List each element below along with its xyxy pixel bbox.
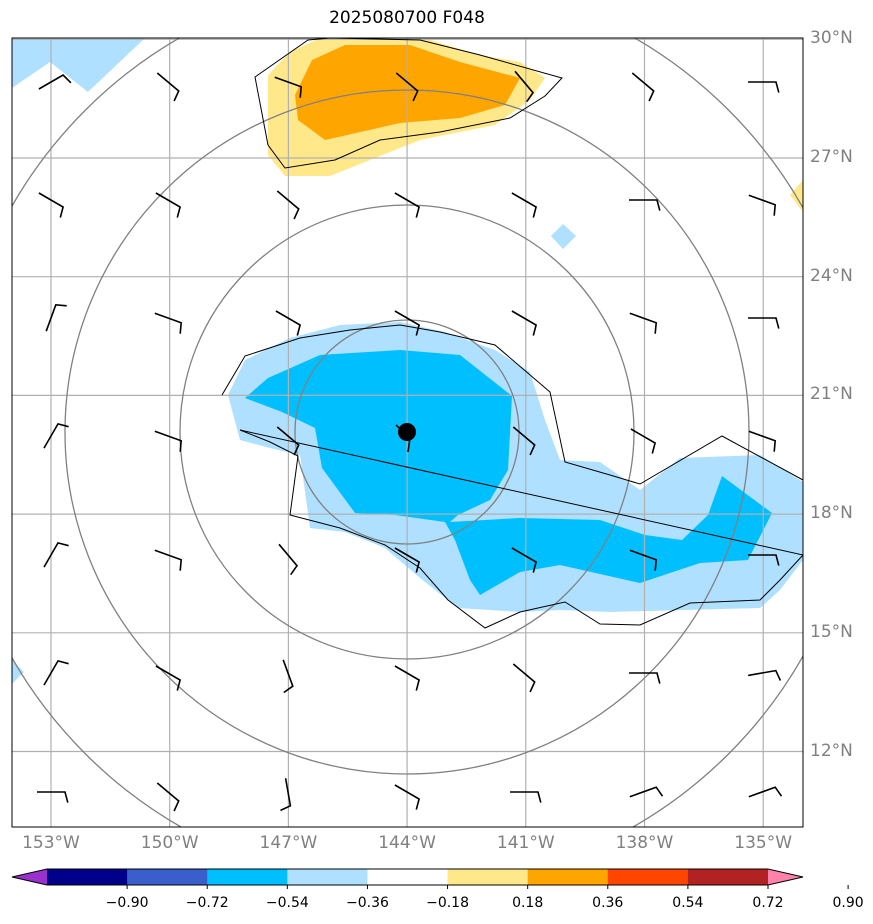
longitude-label: 150°W — [140, 833, 199, 853]
wind-barbs — [37, 70, 783, 812]
colorbar-segment — [207, 869, 288, 885]
wind-barb — [43, 659, 69, 686]
colorbar — [11, 868, 849, 889]
wind-barb — [43, 541, 69, 568]
wind-barb — [156, 782, 180, 812]
longitude-label: 141°W — [496, 833, 555, 853]
wind-barb — [395, 72, 419, 102]
colorbar-extend-min — [12, 869, 47, 885]
wind-barb — [631, 72, 655, 102]
storm-center-marker — [398, 423, 416, 441]
colorbar-tick-label: −0.18 — [426, 895, 469, 911]
wind-barb — [629, 786, 664, 798]
latitude-label: 12°N — [810, 740, 853, 761]
latitude-label: 30°N — [810, 28, 853, 49]
wind-barb — [511, 310, 538, 336]
contour-main — [221, 324, 803, 485]
wind-barb — [629, 549, 658, 571]
wind-barb — [629, 312, 658, 334]
wind-barb — [748, 81, 780, 93]
longitude-label: 135°W — [734, 833, 793, 853]
wind-barb — [394, 784, 421, 810]
shade-deep-blue-main — [245, 350, 772, 595]
colorbar-segment — [47, 869, 128, 885]
wind-barb — [394, 310, 421, 336]
longitude-label: 147°W — [259, 833, 318, 853]
map-frame — [11, 37, 804, 828]
wind-barb — [394, 665, 421, 691]
latitude-label: 21°N — [810, 384, 853, 405]
colorbar-tick-label: 0.18 — [512, 895, 544, 911]
wind-barb — [276, 426, 300, 456]
wind-barb — [748, 554, 780, 566]
wind-barb — [282, 659, 294, 694]
colorbar-tick-label: −0.90 — [105, 895, 149, 911]
wind-barb — [510, 791, 542, 803]
wind-barb — [45, 303, 67, 332]
colorbar-tick-label: 0.36 — [592, 895, 624, 911]
wind-barb — [748, 430, 777, 452]
colorbar-tick-label: −0.36 — [345, 895, 389, 911]
colorbar-tick-label: −0.54 — [265, 895, 309, 911]
colorbar-tick-label: 0.54 — [672, 895, 704, 911]
wind-barb — [155, 192, 182, 218]
colorbar-outline — [11, 868, 804, 886]
colorbar-tick-label: −0.72 — [185, 895, 229, 911]
colorbar-tick-label: 0.90 — [832, 895, 864, 911]
wind-barb — [154, 549, 183, 571]
wind-barb — [511, 192, 538, 218]
wind-barb — [37, 791, 69, 803]
wind-barb — [275, 310, 302, 336]
longitude-label: 153°W — [22, 833, 80, 853]
colorbar-segment — [687, 869, 769, 885]
colorbar-segment — [127, 869, 208, 885]
wind-barb — [394, 547, 421, 573]
wind-barb — [38, 73, 72, 90]
wind-barb — [630, 428, 657, 454]
colorbar-segment — [447, 869, 529, 885]
wind-barb — [512, 426, 536, 456]
lat-lon-grid — [12, 38, 803, 827]
wind-barb — [394, 192, 421, 218]
wind-barb — [629, 672, 661, 684]
shade-light-blue-nw — [12, 38, 145, 92]
shade-light-blue-west-edge — [12, 660, 24, 684]
latitude-label: 15°N — [810, 621, 853, 642]
wind-barb — [278, 543, 299, 576]
wind-barb — [156, 72, 180, 102]
wind-barb — [514, 70, 535, 103]
colorbar-segment — [287, 869, 368, 885]
wind-barb — [629, 199, 661, 211]
wind-barb — [748, 786, 783, 798]
wind-barb — [748, 317, 780, 329]
wind-barb — [748, 669, 782, 681]
shade-light-blue-patch — [551, 224, 576, 249]
wind-barb — [748, 194, 777, 216]
latitude-label: 18°N — [810, 503, 853, 524]
wind-barb — [43, 422, 69, 449]
wind-barb — [280, 778, 292, 812]
colorbar-tick-label: 0.72 — [752, 895, 784, 911]
latitude-label: 27°N — [810, 147, 853, 167]
wind-barb — [511, 547, 538, 573]
wind-barb — [154, 312, 183, 334]
wind-barb — [512, 663, 536, 693]
map-title: 2025080700 F048 — [329, 8, 485, 28]
wind-barb — [276, 190, 300, 220]
colorbar-segment — [367, 869, 449, 885]
longitude-label: 144°W — [378, 833, 436, 853]
wind-barb — [274, 76, 303, 98]
colorbar-segment — [527, 869, 609, 885]
distance-ring — [179, 204, 635, 660]
wind-barb — [154, 430, 183, 452]
colorbar-segment — [607, 869, 689, 885]
contour-main-south — [239, 429, 803, 629]
colorbar-extend-max — [768, 869, 803, 885]
latitude-label: 24°N — [810, 265, 853, 286]
longitude-label: 138°W — [615, 833, 674, 853]
wind-barb — [155, 665, 182, 691]
wind-barb — [38, 192, 65, 218]
